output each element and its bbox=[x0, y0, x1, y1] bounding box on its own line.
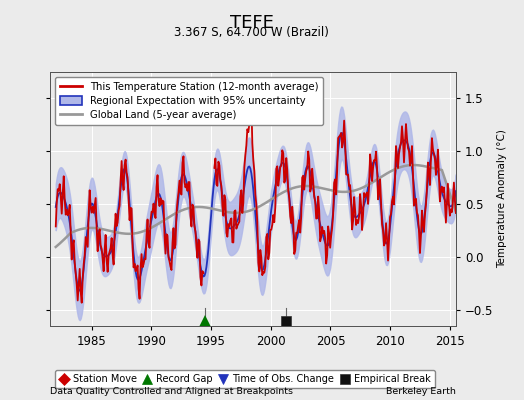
Legend: Station Move, Record Gap, Time of Obs. Change, Empirical Break: Station Move, Record Gap, Time of Obs. C… bbox=[54, 370, 435, 388]
Y-axis label: Temperature Anomaly (°C): Temperature Anomaly (°C) bbox=[497, 130, 507, 268]
Text: Data Quality Controlled and Aligned at Breakpoints: Data Quality Controlled and Aligned at B… bbox=[50, 387, 293, 396]
Text: 3.367 S, 64.700 W (Brazil): 3.367 S, 64.700 W (Brazil) bbox=[174, 26, 329, 39]
Text: Berkeley Earth: Berkeley Earth bbox=[386, 387, 456, 396]
Text: TEFE: TEFE bbox=[230, 14, 274, 32]
